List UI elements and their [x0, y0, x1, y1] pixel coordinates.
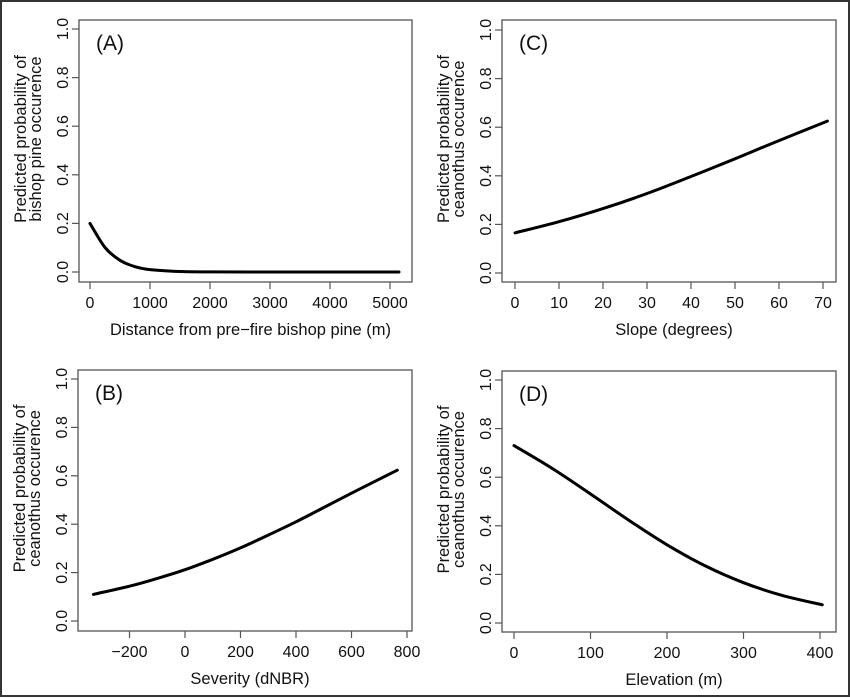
panel-b-xtick-label: 600 — [338, 644, 365, 661]
panel-a-ytick-label: 0.4 — [55, 164, 72, 186]
panel-b-xtick-label: 800 — [394, 644, 421, 661]
panel-c-xtick-label: 40 — [682, 295, 700, 312]
panel-a-ytick-label: 0.6 — [55, 115, 72, 137]
panel-d-label: (D) — [519, 383, 548, 406]
panel-a-xtick-label: 1000 — [132, 295, 168, 312]
panel-a-y-axis-label-line2: bishop pine occurence — [27, 56, 45, 221]
panel-d-ytick-label: 1.0 — [478, 369, 495, 391]
panel-c-ytick-label: 0.6 — [478, 116, 495, 138]
panel-c-ytick-label: 0.4 — [478, 165, 495, 187]
panel-a-ytick-label: 0.0 — [55, 261, 72, 283]
panel-b-ytick-label: 0.8 — [54, 416, 71, 438]
panel-b-ytick-label: 0.6 — [54, 465, 71, 487]
panel-d-xtick-label: 0 — [510, 645, 519, 662]
panel-b-ytick-label: 0.2 — [54, 561, 71, 583]
panel-c-label: (C) — [519, 32, 548, 55]
panel-a-xtick-label: 3000 — [252, 295, 288, 312]
panel-d-plot-box — [501, 370, 837, 633]
panel-d-probability-curve — [512, 444, 824, 607]
panel-a-ytick-label: 0.2 — [55, 212, 72, 234]
panel-a-xtick-label: 2000 — [192, 295, 228, 312]
panel-a-ytick-label: 0.8 — [55, 66, 72, 88]
panel-b-x-axis-label: Severity (dNBR) — [190, 670, 309, 688]
panel-b-ytick-label: 0.4 — [54, 513, 71, 535]
panel-b-probability-curve — [91, 468, 399, 596]
panel-c-xtick-label: 60 — [770, 295, 788, 312]
panel-d-x-axis-label: Elevation (m) — [625, 671, 722, 689]
panel-c-xtick-label: 50 — [726, 295, 744, 312]
panel-d-xtick-label: 400 — [807, 645, 834, 662]
panel-d-ytick-label: 0.6 — [478, 466, 495, 488]
panel-b-y-axis-label-line2: ceanothus occurence — [26, 410, 44, 567]
panel-c-ytick-label: 1.0 — [478, 19, 495, 41]
panel-b-ytick-label: 1.0 — [54, 368, 71, 390]
panel-a-y-axis-label-line1: Predicted probability of — [12, 55, 30, 223]
panel-a-label: (A) — [96, 32, 124, 55]
panel-d-xtick-label: 200 — [654, 645, 681, 662]
panel-a-xtick-label: 0 — [86, 295, 95, 312]
panel-a-ytick-label: 1.0 — [55, 18, 72, 40]
panel-a-x-axis-label: Distance from pre−fire bishop pine (m) — [110, 321, 391, 339]
panel-b-xtick-label: 400 — [283, 644, 310, 661]
panel-a-xtick-label: 4000 — [312, 295, 348, 312]
panel-c-x-axis-label: Slope (degrees) — [615, 321, 732, 339]
panel-a-plot-box — [78, 19, 413, 283]
panel-b-y-axis-label-line1: Predicted probability of — [11, 404, 29, 572]
panel-c-xtick-label: 20 — [594, 295, 612, 312]
panel-c-y-axis-label-line1: Predicted probability of — [435, 55, 453, 223]
panel-c-ytick-label: 0.8 — [478, 67, 495, 89]
panel-c-probability-curve — [513, 119, 829, 235]
panel-c-y-axis-label-line2: ceanothus occurence — [450, 61, 468, 218]
panel-c-xtick-label: 30 — [638, 295, 656, 312]
panel-d-ytick-label: 0.4 — [478, 515, 495, 537]
panel-b-xtick-label: 0 — [181, 644, 190, 661]
panel-b-xtick-label: 200 — [227, 644, 254, 661]
panel-c-xtick-label: 0 — [511, 295, 520, 312]
panel-b-xtick-label: −200 — [111, 644, 147, 661]
panel-c-xtick-label: 70 — [814, 295, 832, 312]
panel-c-xtick-label: 10 — [550, 295, 568, 312]
panel-d-xtick-label: 300 — [730, 645, 757, 662]
panel-d-y-axis-label-line2: ceanothus occurence — [450, 411, 468, 568]
panel-d-xtick-label: 100 — [577, 645, 604, 662]
panel-b-plot-box — [77, 369, 413, 632]
panel-c-plot-box — [501, 19, 837, 283]
panel-a-probability-curve — [88, 221, 401, 274]
panel-b-ytick-label: 0.0 — [54, 610, 71, 632]
panel-d-ytick-label: 0.8 — [478, 417, 495, 439]
panel-d-ytick-label: 0.2 — [478, 563, 495, 585]
panel-b-label: (B) — [95, 382, 123, 405]
panel-a-xtick-label: 5000 — [372, 295, 408, 312]
panel-c-ytick-label: 0.2 — [478, 213, 495, 235]
panel-d-ytick-label: 0.0 — [478, 612, 495, 634]
panel-d-y-axis-label-line1: Predicted probability of — [435, 405, 453, 573]
panel-c-ytick-label: 0.0 — [478, 262, 495, 284]
